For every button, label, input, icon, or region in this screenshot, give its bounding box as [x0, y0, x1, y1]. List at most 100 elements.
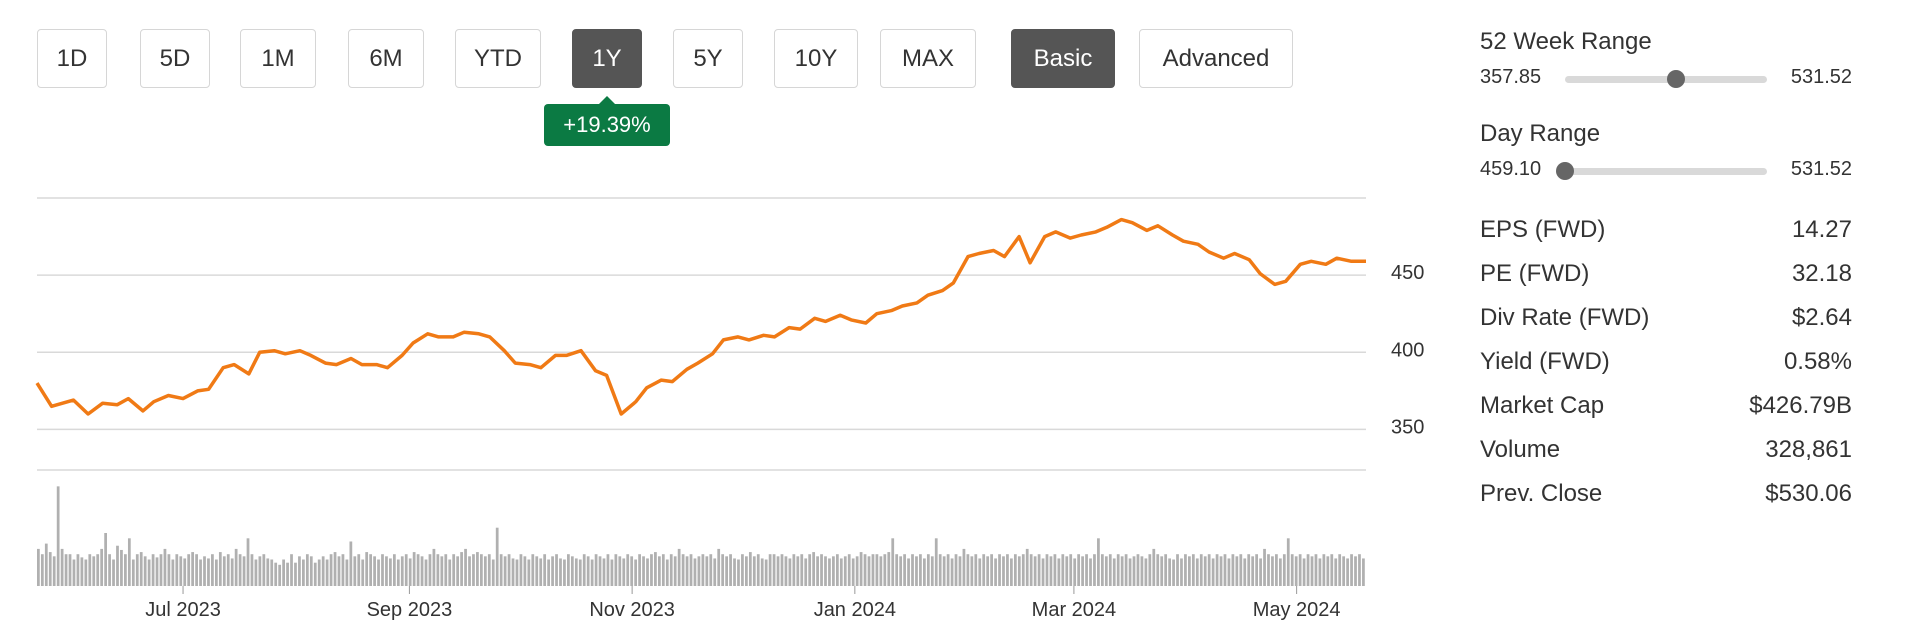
volume-bar	[389, 558, 392, 586]
volume-bar	[1298, 554, 1302, 586]
volume-bar	[1006, 554, 1009, 586]
y-tick-label: 450	[1391, 262, 1424, 284]
volume-bar	[1215, 554, 1219, 586]
volume-bar	[1191, 554, 1195, 586]
range-button-5y[interactable]: 5Y	[673, 29, 743, 88]
volume-bar	[108, 554, 111, 586]
volume-bar	[1275, 554, 1278, 586]
volume-bar	[725, 556, 728, 586]
volume-bar	[183, 558, 187, 586]
volume-bar	[412, 552, 416, 586]
x-tick-label: Nov 2023	[589, 599, 675, 621]
range-button-1y[interactable]: 1Y	[572, 29, 642, 88]
volume-bar	[1104, 556, 1108, 586]
volume-bar	[1100, 554, 1104, 586]
range-button-6m[interactable]: 6M	[348, 29, 424, 88]
volume-bar	[507, 554, 511, 586]
stat-value: $530.06	[1765, 480, 1852, 507]
week52-marker	[1667, 70, 1686, 88]
volume-bar	[998, 554, 1001, 586]
volume-bar	[1097, 538, 1100, 586]
volume-bar	[1231, 554, 1235, 586]
price-chart: 350 400 450 Jul 2023 Sep 2023 Nov 2023 Jan 202…	[35, 197, 1424, 621]
volume-bar	[211, 554, 214, 586]
volume-bar	[1021, 554, 1025, 586]
volume-bar	[1330, 554, 1334, 586]
volume-bar	[400, 556, 404, 586]
volume-bar	[737, 559, 740, 586]
volume-bar	[764, 559, 768, 586]
volume-bar	[495, 527, 499, 586]
volume-bar	[468, 556, 471, 586]
volume-bar	[515, 559, 519, 586]
volume-bar	[519, 554, 523, 586]
volume-bar	[851, 558, 855, 586]
range-button-1d[interactable]: 1D	[37, 29, 107, 88]
volume-bar	[578, 559, 582, 586]
volume-bar	[416, 554, 420, 586]
volume-bar	[163, 548, 167, 586]
range-button-1m[interactable]: 1M	[240, 29, 316, 88]
volume-bar	[460, 552, 463, 586]
volume-bar	[1354, 556, 1357, 586]
volume-bar	[1195, 558, 1199, 586]
volume-bar	[72, 559, 76, 586]
stat-value: 328,861	[1765, 436, 1852, 463]
volume-bar	[606, 554, 610, 586]
range-button-max[interactable]: MAX	[880, 29, 976, 88]
volume-bar	[689, 554, 693, 586]
volume-bar	[1180, 558, 1183, 586]
volume-bar	[511, 558, 515, 586]
volume-bar	[420, 556, 424, 586]
volume-bar	[203, 556, 206, 586]
range-button-5d[interactable]: 5D	[140, 29, 210, 88]
volume-bar	[56, 486, 60, 586]
volume-bar	[40, 554, 44, 586]
volume-bar	[1152, 548, 1156, 586]
volume-bar	[1041, 558, 1045, 586]
volume-bar	[752, 556, 756, 586]
volume-bar	[760, 558, 764, 586]
volume-bar	[1124, 554, 1128, 586]
volume-bar	[1322, 554, 1326, 586]
volume-bar	[175, 554, 179, 586]
volume-bar	[1227, 558, 1231, 586]
volume-bar	[1243, 558, 1247, 586]
stat-row: PE (FWD) 32.18	[1480, 252, 1852, 296]
volume-bar	[1278, 558, 1282, 586]
volume-bar	[665, 559, 669, 586]
volume-bar	[309, 556, 313, 586]
range-button-ytd[interactable]: YTD	[455, 29, 541, 88]
volume-bar	[1271, 556, 1274, 586]
volume-bar	[305, 554, 309, 586]
volume-bar	[1259, 558, 1262, 586]
volume-bar	[1081, 556, 1084, 586]
volume-bar	[104, 533, 107, 586]
volume-bar	[685, 556, 689, 586]
volume-bar	[1140, 556, 1144, 586]
volume-bar	[871, 554, 875, 586]
volume-bar	[808, 554, 812, 586]
volume-bar	[899, 556, 903, 586]
volume-bar	[1184, 554, 1187, 586]
week52-track	[1565, 70, 1767, 88]
stat-row: Prev. Close $530.06	[1480, 472, 1852, 516]
range-button-advanced[interactable]: Advanced	[1139, 29, 1293, 88]
week52-range: 52 Week Range 357.85 531.52	[1480, 24, 1852, 116]
stat-row: Volume 328,861	[1480, 428, 1852, 472]
volume-bar	[915, 556, 918, 586]
volume-bar	[187, 554, 191, 586]
volume-bar	[436, 554, 440, 586]
volume-bar	[357, 554, 361, 586]
stat-label: Yield (FWD)	[1480, 348, 1610, 375]
volume-bar	[392, 554, 396, 586]
range-button-10y[interactable]: 10Y	[774, 29, 858, 88]
range-button-basic[interactable]: Basic	[1011, 29, 1115, 88]
volume-bar	[523, 556, 527, 586]
volume-bar	[52, 556, 56, 586]
volume-bar	[1338, 554, 1342, 586]
volume-bar	[88, 554, 92, 586]
volume-bar	[1077, 554, 1081, 586]
volume-bar	[44, 543, 48, 586]
volume-bar	[1251, 556, 1255, 586]
